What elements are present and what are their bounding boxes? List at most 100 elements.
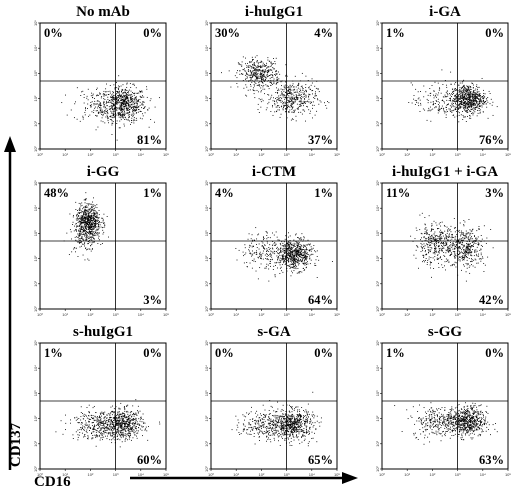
event-dot [469, 251, 471, 253]
event-dot [73, 248, 75, 250]
event-dot [116, 139, 118, 141]
event-dot [467, 86, 468, 87]
event-dot [85, 227, 87, 229]
event-dot [255, 82, 257, 84]
event-dot [457, 108, 459, 110]
event-dot [99, 102, 101, 104]
event-dot [96, 110, 98, 112]
event-dot [454, 261, 456, 263]
event-dot [245, 94, 247, 96]
event-dot [468, 243, 470, 245]
event-dot [87, 214, 89, 216]
event-dot [317, 89, 319, 91]
event-dot [283, 262, 284, 264]
event-dot [85, 199, 87, 201]
event-dot [431, 225, 433, 227]
event-dot [111, 98, 113, 100]
event-dot [430, 238, 432, 240]
event-dot [439, 231, 441, 233]
event-dot [120, 115, 121, 117]
event-dot [100, 97, 102, 99]
event-dot [76, 220, 78, 221]
event-dot [309, 257, 311, 259]
event-dot [129, 102, 131, 103]
event-dot [289, 243, 291, 245]
event-dot [255, 253, 257, 255]
event-dot [261, 98, 263, 100]
event-dot [477, 244, 479, 246]
event-dot [439, 237, 441, 239]
event-dot [136, 107, 138, 109]
event-dot [301, 113, 303, 115]
event-dot [126, 82, 128, 84]
event-dot [459, 90, 460, 92]
event-dot [288, 105, 290, 107]
event-dot [113, 103, 115, 105]
event-dot [490, 229, 492, 230]
event-dot [83, 199, 85, 201]
event-dot [118, 424, 120, 426]
event-dot [458, 247, 460, 248]
event-dot [305, 96, 307, 98]
event-dot [278, 253, 280, 255]
event-dot [282, 256, 284, 258]
event-dot [432, 228, 434, 230]
event-dot [87, 258, 89, 260]
event-dot [274, 245, 276, 247]
event-dot [289, 88, 291, 90]
x-tick-label: 10² [259, 312, 265, 317]
event-dot [112, 121, 114, 123]
event-dot [481, 77, 483, 79]
event-dot [96, 89, 97, 90]
event-dot [87, 99, 89, 101]
event-dot [288, 261, 290, 263]
event-dot [78, 215, 80, 216]
event-dot [437, 109, 439, 111]
event-dot [292, 107, 293, 109]
event-dot [282, 245, 284, 247]
event-dot [454, 237, 456, 239]
event-dot [303, 250, 305, 252]
event-dot [301, 85, 303, 87]
event-dot [312, 253, 314, 255]
event-dot [290, 89, 292, 91]
event-dot [488, 90, 490, 92]
event-dot [274, 251, 276, 253]
event-dot [289, 106, 291, 108]
event-dot [122, 89, 124, 91]
event-dot [458, 90, 460, 92]
event-dot [299, 247, 301, 249]
event-dot [101, 221, 103, 223]
event-dot [454, 252, 456, 254]
event-dot [268, 248, 270, 250]
event-dot [479, 102, 481, 104]
event-dot [463, 264, 464, 266]
event-dot [460, 101, 462, 103]
event-dot [464, 235, 466, 237]
event-dot [268, 70, 270, 72]
event-dot [93, 212, 95, 214]
event-dot [260, 258, 262, 259]
event-dot [118, 88, 120, 90]
event-dot [309, 250, 310, 252]
event-dot [284, 255, 286, 257]
event-dot [295, 250, 297, 251]
event-dot [439, 238, 441, 240]
event-dot [290, 252, 292, 254]
event-dot [95, 222, 97, 224]
event-dot [286, 250, 288, 252]
event-dot [312, 90, 314, 91]
event-dot [316, 250, 318, 252]
event-dot [470, 251, 472, 253]
event-dot [254, 68, 256, 70]
event-dot [296, 97, 297, 99]
event-dot [89, 215, 91, 217]
event-dot [434, 253, 436, 255]
event-dot [139, 95, 141, 97]
event-dot [304, 254, 306, 256]
event-dot [481, 256, 483, 258]
event-dot [289, 253, 291, 255]
event-dot [460, 106, 462, 108]
event-dot [96, 115, 98, 117]
event-dot [301, 257, 303, 259]
